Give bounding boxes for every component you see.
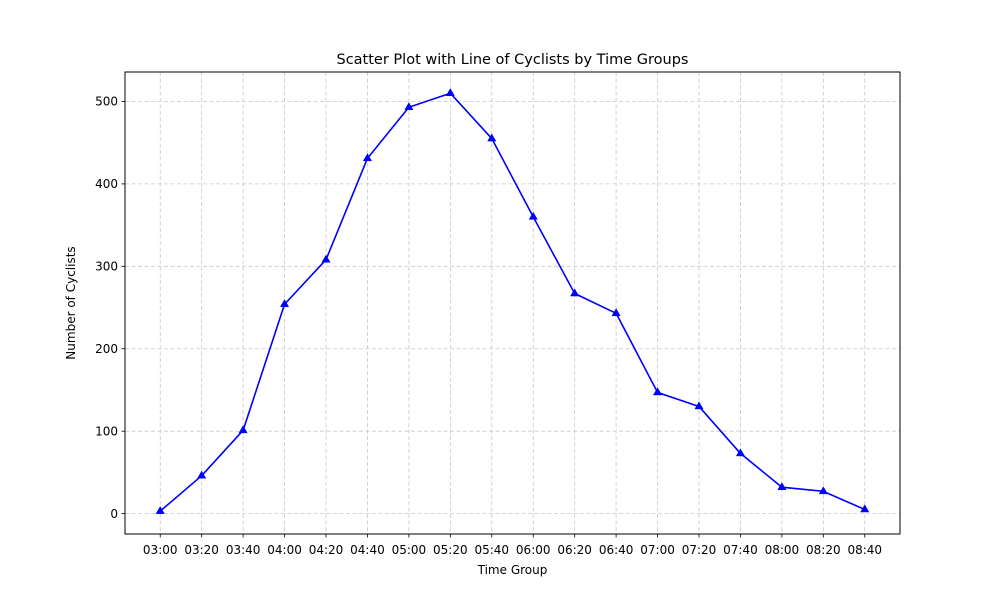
x-tick-label: 06:40: [599, 543, 634, 557]
data-point-marker: [362, 153, 373, 162]
data-series: [155, 88, 870, 514]
x-tick-label: 06:20: [557, 543, 592, 557]
x-tick-label: 07:00: [640, 543, 675, 557]
data-point-marker: [445, 88, 455, 97]
data-point-marker: [155, 506, 165, 514]
data-point-marker: [570, 288, 580, 297]
data-point-marker: [860, 504, 870, 513]
y-tick-label: 200: [95, 342, 118, 356]
x-tick-label: 03:00: [143, 543, 178, 557]
x-tick-label: 08:20: [806, 543, 841, 557]
data-point-marker: [321, 254, 331, 263]
axis-ticks: 03:00 03:20 03:40 04:00 04:20 04:40 05:00 05:20…: [95, 95, 882, 557]
x-tick-label: 05:20: [433, 543, 468, 557]
grid-lines: [125, 72, 900, 534]
x-tick-label: 05:00: [392, 543, 427, 557]
x-tick-label: 08:40: [847, 543, 882, 557]
data-point-marker: [777, 482, 787, 491]
x-tick-label: 03:40: [226, 543, 261, 557]
data-point-marker: [404, 102, 414, 111]
data-point-marker: [652, 387, 663, 396]
data-point-marker: [487, 133, 497, 142]
x-tick-label: 03:20: [184, 543, 219, 557]
x-tick-label: 07:20: [682, 543, 717, 557]
x-tick-label: 04:00: [267, 543, 302, 557]
series-line: [159, 92, 866, 512]
y-tick-label: 0: [110, 507, 118, 521]
y-tick-label: 500: [95, 95, 118, 109]
y-tick-label: 300: [95, 260, 118, 274]
x-tick-label: 04:20: [309, 543, 344, 557]
chart-title: Scatter Plot with Line of Cyclists by Ti…: [337, 52, 689, 68]
data-point-marker: [611, 308, 621, 317]
x-tick-label: 08:00: [765, 543, 800, 557]
data-point-marker: [528, 211, 538, 220]
data-point-marker: [279, 299, 290, 308]
data-point-marker: [735, 448, 746, 457]
y-tick-label: 400: [95, 177, 118, 191]
x-tick-label: 06:00: [516, 543, 551, 557]
data-point-marker: [197, 470, 207, 479]
data-point-marker: [238, 425, 248, 434]
x-tick-label: 04:40: [350, 543, 385, 557]
y-axis-label: Number of Cyclists: [64, 246, 78, 359]
plot-frame: [124, 71, 901, 535]
data-point-marker: [694, 401, 704, 410]
y-tick-label: 100: [95, 424, 118, 438]
x-axis-label: Time Group: [477, 563, 548, 577]
data-point-marker: [818, 486, 828, 495]
x-tick-label: 05:40: [474, 543, 509, 557]
x-tick-label: 07:40: [723, 543, 758, 557]
